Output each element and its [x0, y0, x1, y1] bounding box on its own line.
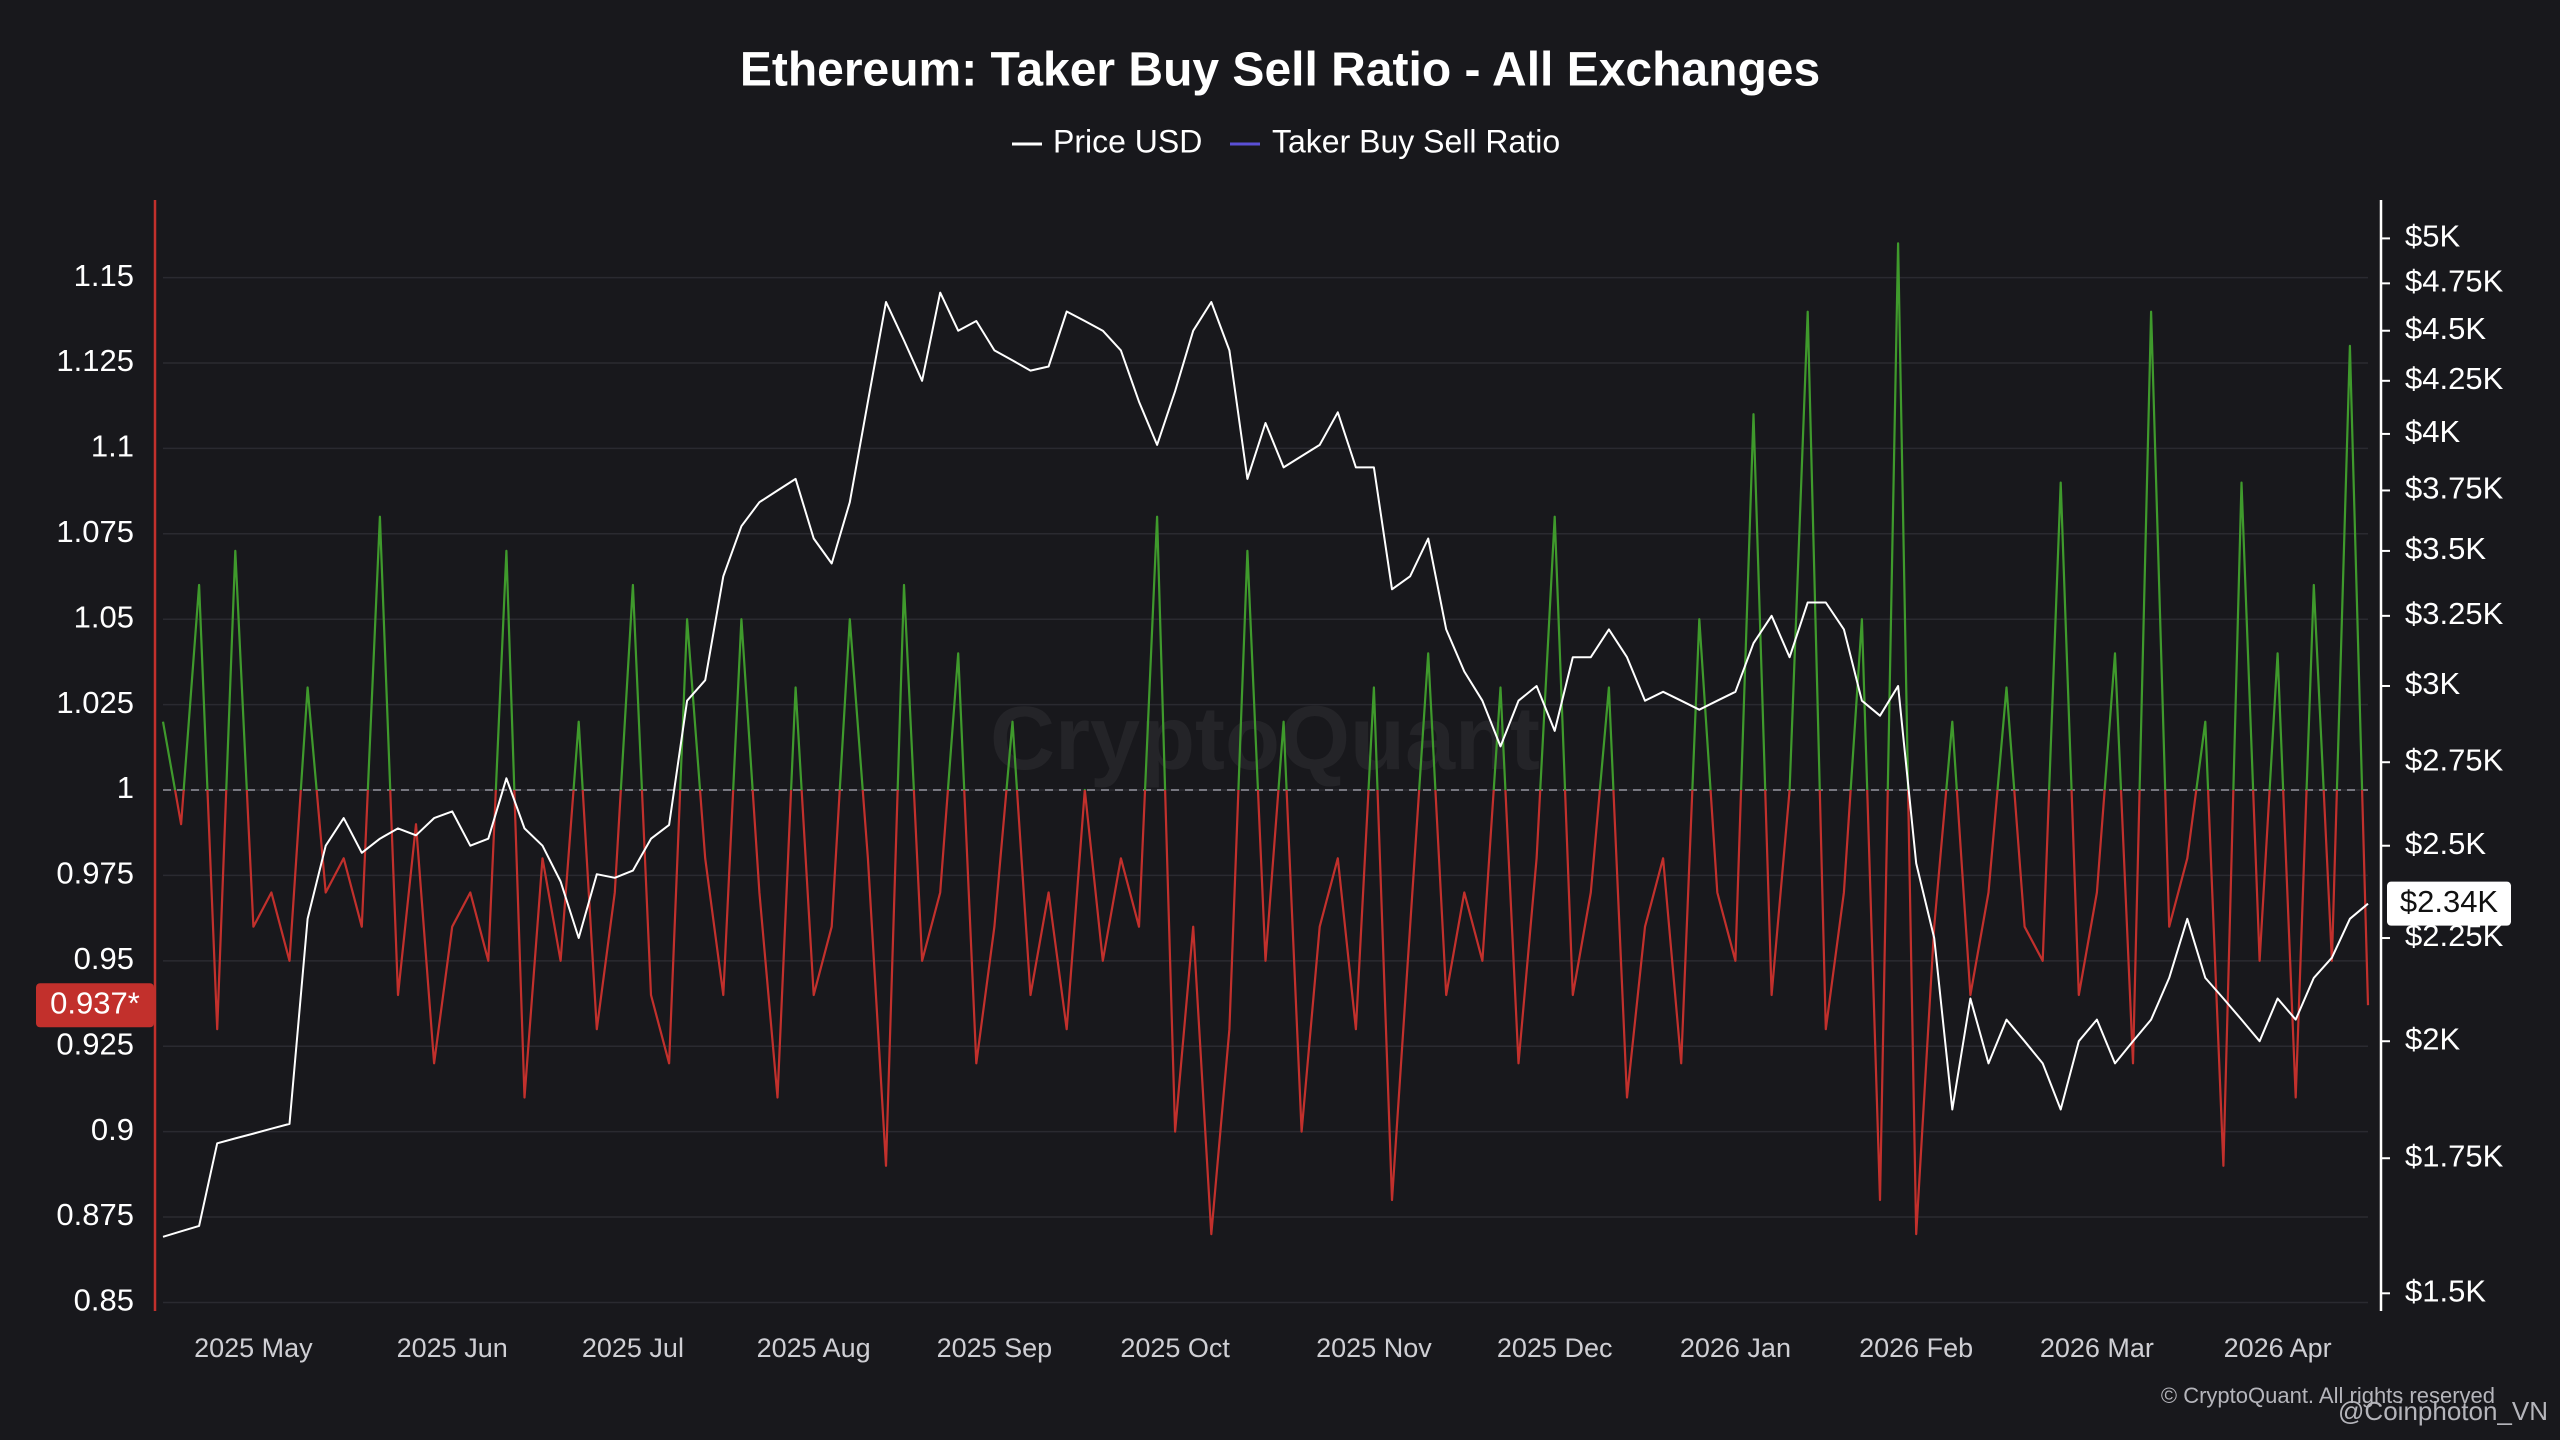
- x-tick-label: 2025 Jul: [582, 1333, 684, 1363]
- last-price-badge: [2387, 881, 2511, 926]
- last-price-label: $2.34K: [2400, 884, 2499, 919]
- x-tick-label: 2026 Mar: [2040, 1333, 2154, 1363]
- x-tick-label: 2025 Nov: [1316, 1333, 1432, 1363]
- y2-tick-label: $3.75K: [2405, 471, 2504, 506]
- y-tick-label: 1.15: [74, 258, 134, 293]
- author: @Coinphoton_VN: [2338, 1396, 2548, 1426]
- x-tick-label: 2025 Dec: [1497, 1333, 1613, 1363]
- y-tick-label: 1.125: [56, 343, 134, 378]
- chart-title: Ethereum: Taker Buy Sell Ratio - All Exc…: [740, 44, 1820, 97]
- y-tick-label: 1.05: [74, 599, 134, 634]
- y2-tick-label: $1.75K: [2405, 1138, 2504, 1173]
- x-tick-label: 2025 May: [194, 1333, 313, 1363]
- legend-label: Taker Buy Sell Ratio: [1272, 123, 1560, 159]
- y-tick-label: 1.025: [56, 685, 134, 720]
- y-tick-label: 0.975: [56, 856, 134, 891]
- x-tick-label: 2025 Jun: [397, 1333, 508, 1363]
- y-tick-label: 1.1: [91, 429, 134, 464]
- watermark: CryptoQuant: [990, 689, 1540, 789]
- y-tick-label: 1.075: [56, 514, 134, 549]
- ratio-line: [161, 242, 2370, 1236]
- y2-tick-label: $4.75K: [2405, 264, 2504, 299]
- y-tick-label: 0.95: [74, 941, 134, 976]
- x-tick-label: 2025 Sep: [937, 1333, 1053, 1363]
- y2-tick-label: $4.5K: [2405, 311, 2486, 346]
- copyright: © CryptoQuant. All rights reserved: [2161, 1383, 2495, 1408]
- y-tick-label: 0.875: [56, 1197, 134, 1232]
- y-tick-label: 0.9: [91, 1112, 134, 1147]
- x-tick-label: 2026 Jan: [1680, 1333, 1791, 1363]
- y2-tick-label: $3K: [2405, 666, 2460, 701]
- x-tick-label: 2025 Oct: [1120, 1333, 1230, 1363]
- y-tick-label: 0.85: [74, 1283, 134, 1318]
- y2-tick-label: $1.5K: [2405, 1273, 2486, 1308]
- y2-tick-label: $2.75K: [2405, 742, 2504, 777]
- y-tick-label: 0.925: [56, 1026, 134, 1061]
- y2-tick-label: $5K: [2405, 219, 2460, 254]
- legend-label: Price USD: [1053, 123, 1202, 159]
- x-tick-label: 2025 Aug: [757, 1333, 871, 1363]
- last-value-badge: [36, 983, 154, 1028]
- y2-tick-label: $4K: [2405, 414, 2460, 449]
- y-tick-label: 1: [117, 770, 134, 805]
- x-tick-label: 2026 Feb: [1859, 1333, 1973, 1363]
- y2-tick-label: $3.25K: [2405, 596, 2504, 631]
- y2-tick-label: $3.5K: [2405, 531, 2486, 566]
- price-line: [162, 291, 2369, 1238]
- y2-tick-label: $2.5K: [2405, 826, 2486, 861]
- last-value-label: 0.937*: [50, 985, 140, 1020]
- x-tick-label: 2026 Apr: [2224, 1333, 2332, 1363]
- y2-tick-label: $2K: [2405, 1021, 2460, 1056]
- y2-tick-label: $4.25K: [2405, 361, 2504, 396]
